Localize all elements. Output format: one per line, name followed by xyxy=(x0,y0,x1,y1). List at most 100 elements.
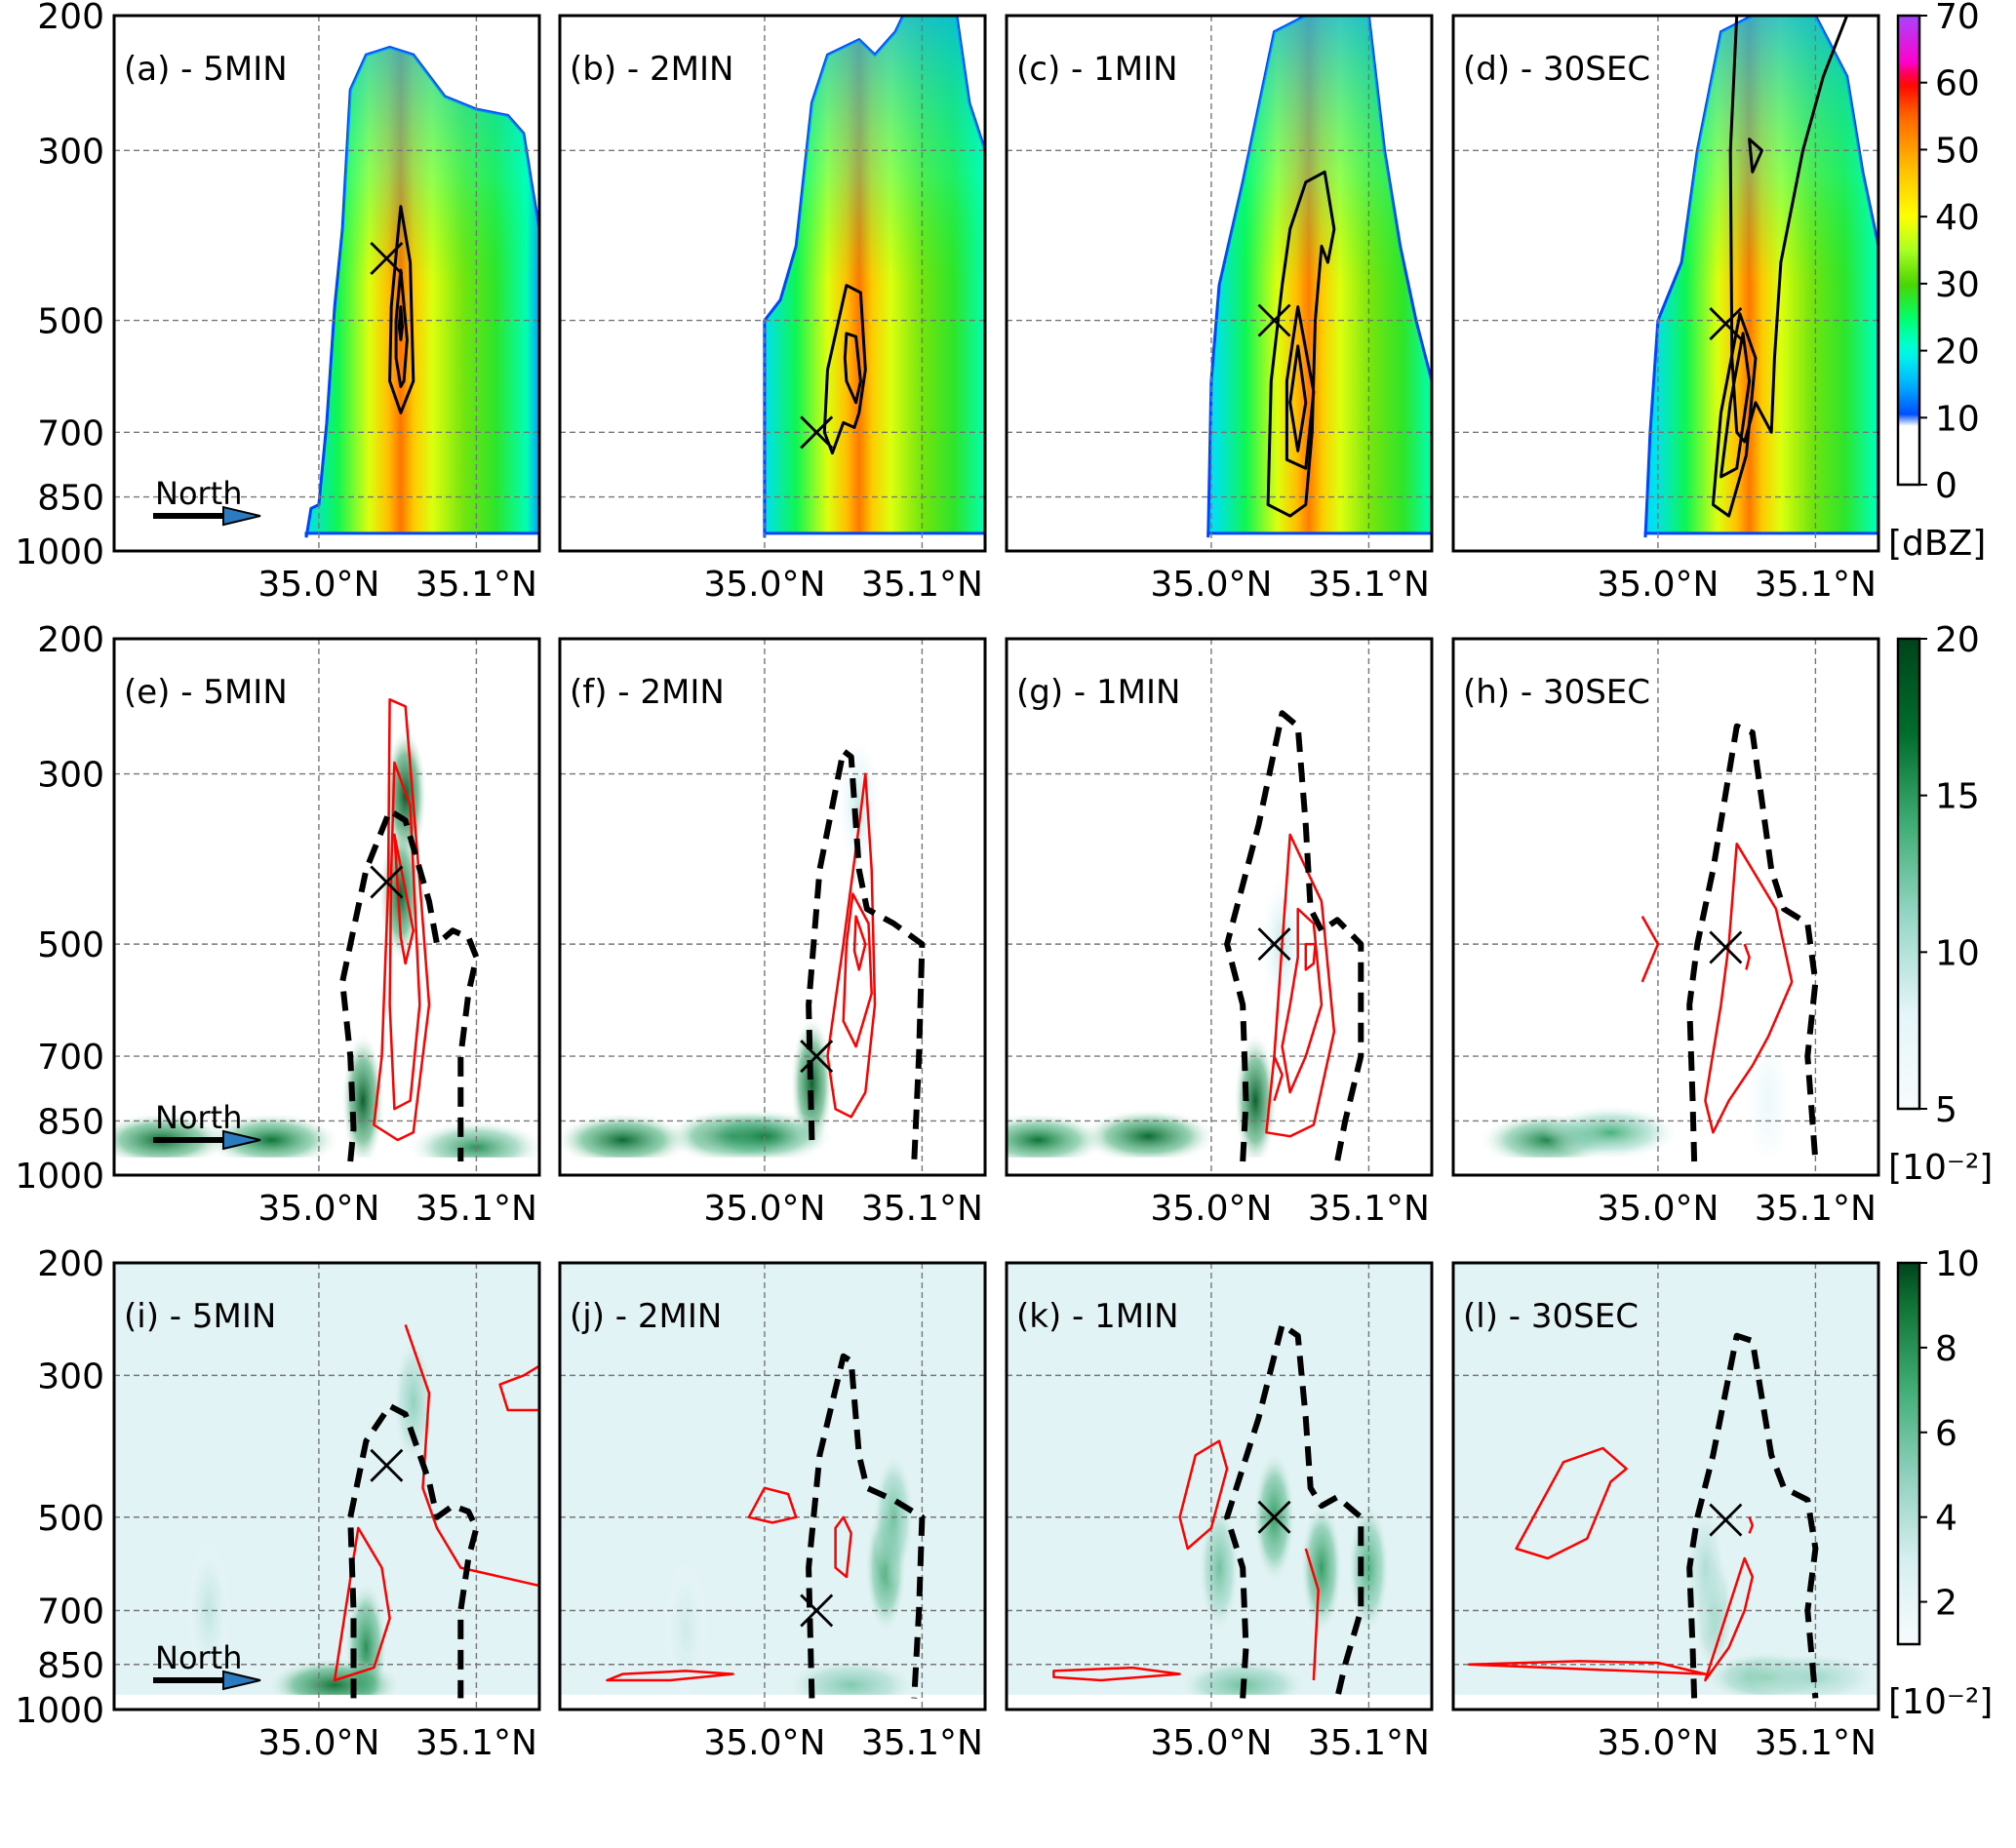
panel-plot-area xyxy=(560,639,985,1175)
red-contour xyxy=(606,1670,734,1682)
panel-label: (a) - 5MIN xyxy=(124,50,288,89)
red-contour xyxy=(826,772,877,1119)
x-marker-icon xyxy=(1257,303,1291,337)
panel-frame xyxy=(558,14,987,553)
panel-label: (j) - 2MIN xyxy=(570,1297,722,1336)
panel-a: (a) - 5MIN North 200 300 500 700 850 1000 35.0°N… xyxy=(15,0,541,605)
y-tick-label: 300 xyxy=(37,756,104,796)
y-tick-label: 1000 xyxy=(15,1157,104,1197)
background-field xyxy=(114,1263,539,1695)
colorbar-tick-label: 20 xyxy=(1935,620,1980,660)
y-tick-label: 1000 xyxy=(15,532,104,572)
red-contour xyxy=(1178,1439,1229,1551)
black-contour xyxy=(1285,305,1316,470)
shaded-maximum xyxy=(1007,1113,1107,1167)
red-contour xyxy=(404,1324,539,1588)
colorbar-tick-label: 15 xyxy=(1935,777,1980,817)
black-contour xyxy=(394,268,409,388)
x-tick-label: 35.1°N xyxy=(1755,1189,1877,1229)
x-tick-label: 35.1°N xyxy=(1755,565,1877,605)
shaded-maximum xyxy=(560,1113,692,1167)
panel-g: (g) - 1MIN 35.0°N 35.1°N xyxy=(1005,637,1434,1229)
red-contour xyxy=(393,833,415,965)
red-contour xyxy=(852,915,867,971)
panel-plot-area xyxy=(114,16,539,551)
panel-plot-area xyxy=(1007,16,1432,551)
red-contour xyxy=(1265,833,1336,1138)
x-marker-icon xyxy=(1257,1500,1291,1534)
colorbar-row-1: 0 10 20 30 40 50 60 70 [dBZ] xyxy=(1888,0,1986,564)
red-contour xyxy=(1743,943,1751,970)
panel-label: (e) - 5MIN xyxy=(124,673,288,712)
y-tick-label: 200 xyxy=(37,1244,104,1284)
red-contour xyxy=(373,698,431,1142)
colorbar-tick-label: 4 xyxy=(1935,1499,1957,1539)
red-contour xyxy=(1281,907,1324,1094)
colorbar xyxy=(1896,637,1921,1111)
panel-h: (h) - 30SEC 35.0°N 35.1°N xyxy=(1451,637,1880,1229)
black-contour xyxy=(397,305,404,341)
panel-j: (j) - 2MIN 35.0°N 35.1°N xyxy=(558,1261,987,1763)
colorbar xyxy=(1896,1261,1921,1646)
panel-frame xyxy=(558,1261,987,1711)
panel-plot-area xyxy=(560,1263,985,1710)
dashed-black-contour xyxy=(339,807,480,1162)
x-tick-label: 35.1°N xyxy=(1308,1189,1430,1229)
black-contour xyxy=(822,284,867,455)
black-contour xyxy=(1266,170,1336,518)
x-tick-label: 35.0°N xyxy=(1150,565,1272,605)
panel-frame xyxy=(1005,1261,1434,1711)
background-field xyxy=(560,1263,985,1695)
red-contour xyxy=(498,1364,539,1412)
y-tick-label: 200 xyxy=(37,0,104,37)
no-data-strip xyxy=(1453,1157,1878,1175)
red-contour xyxy=(1052,1666,1181,1682)
x-tick-label: 35.0°N xyxy=(703,1189,825,1229)
red-contour xyxy=(1515,1446,1628,1560)
colorbar-tick-label: 50 xyxy=(1935,131,1980,171)
red-contour xyxy=(1640,915,1660,983)
x-tick-label: 35.0°N xyxy=(257,1189,379,1229)
black-contour xyxy=(1288,344,1308,452)
no-data-strip xyxy=(560,1694,985,1710)
colorbar-tick-label: 2 xyxy=(1935,1584,1957,1624)
no-data-strip xyxy=(114,1694,539,1710)
red-contour xyxy=(1748,1516,1755,1534)
x-marker-icon xyxy=(1257,927,1291,962)
shaded-maximum xyxy=(1299,1499,1343,1636)
y-tick-label: 500 xyxy=(37,302,104,342)
shaded-maximum xyxy=(1080,1109,1217,1164)
red-contour xyxy=(1273,1055,1284,1102)
shaded-maximum xyxy=(1198,1499,1241,1636)
black-contour xyxy=(1720,332,1752,479)
red-contour xyxy=(333,1526,391,1682)
dashed-black-contour xyxy=(1686,723,1819,1162)
panel-plot-area xyxy=(1453,1263,1878,1710)
north-label: North xyxy=(155,1639,243,1676)
no-data-strip xyxy=(114,1157,539,1175)
dashed-black-contour xyxy=(806,1353,926,1699)
no-data-strip xyxy=(1007,1694,1432,1710)
panel-f: (f) - 2MIN 35.0°N 35.1°N xyxy=(558,637,987,1229)
red-contour xyxy=(834,1515,852,1579)
colorbar-tick-label: 20 xyxy=(1935,333,1980,373)
north-arrow-head-icon xyxy=(222,1129,261,1151)
y-tick-label: 1000 xyxy=(15,1691,104,1731)
black-contour xyxy=(1711,312,1758,518)
panel-e: (e) - 5MIN North 200 300 500 700 850 1000 35.0°N… xyxy=(15,620,541,1229)
colorbar-unit-label: [10⁻²] xyxy=(1888,1682,1993,1722)
colorbar-tick-label: 8 xyxy=(1935,1329,1957,1369)
panel-label: (g) - 1MIN xyxy=(1016,673,1180,712)
y-tick-label: 200 xyxy=(37,620,104,660)
panel-frame xyxy=(112,637,541,1177)
colorbar-row-2: 5 10 15 20 [10⁻²] xyxy=(1888,620,1993,1188)
x-tick-label: 35.1°N xyxy=(415,1723,537,1763)
y-tick-label: 850 xyxy=(37,1102,104,1142)
y-tick-label: 700 xyxy=(37,1592,104,1632)
panel-plot-area xyxy=(114,639,539,1175)
north-arrow-head-icon xyxy=(222,505,261,527)
panel-frame xyxy=(1005,14,1434,553)
x-tick-label: 35.0°N xyxy=(1150,1723,1272,1763)
y-tick-label: 500 xyxy=(37,1499,104,1539)
panel-frame xyxy=(558,637,987,1177)
